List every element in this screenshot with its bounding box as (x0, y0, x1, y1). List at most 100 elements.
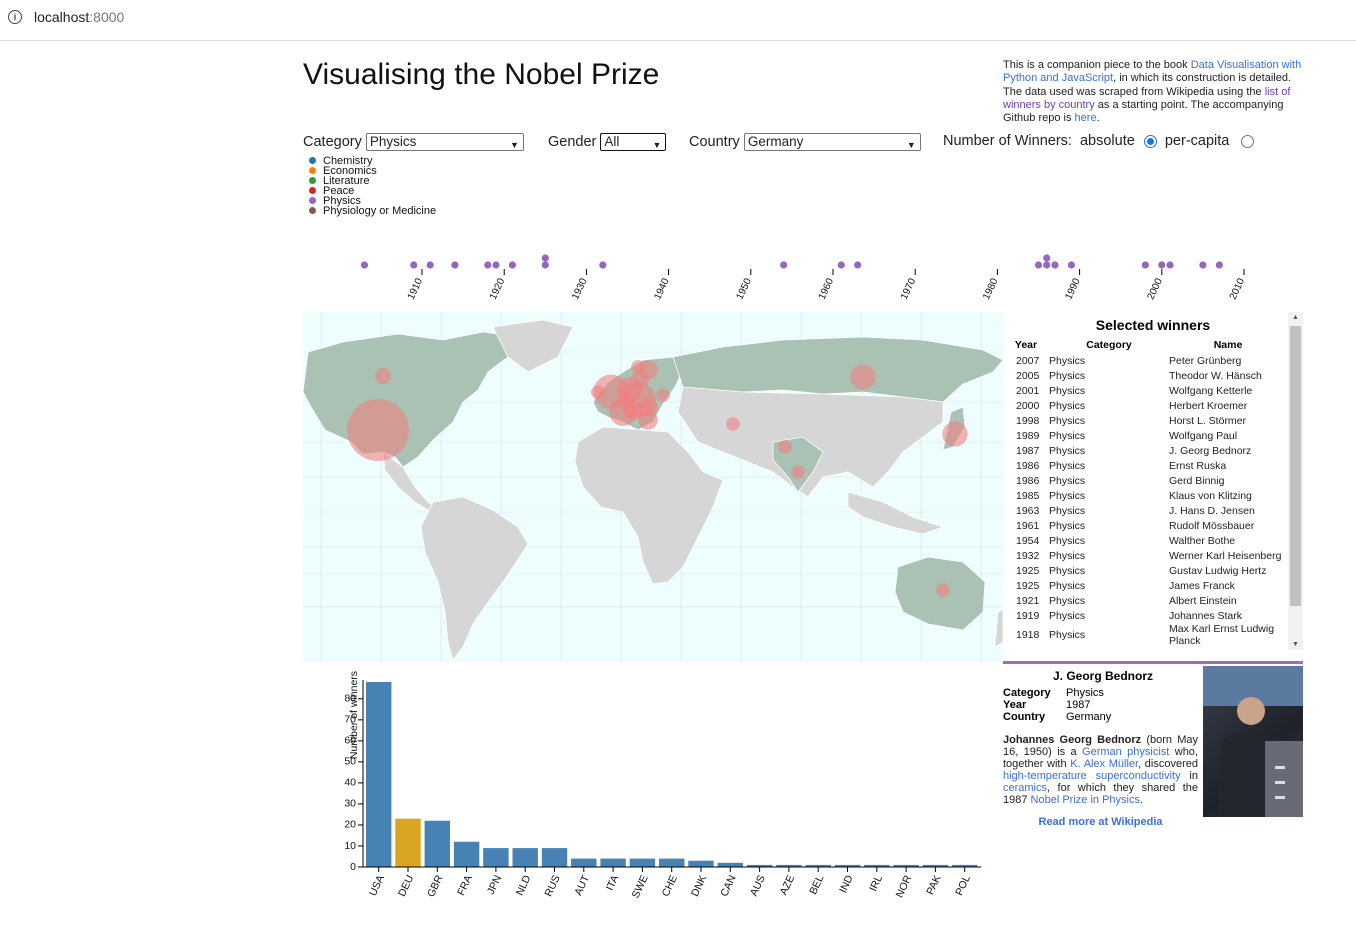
bar[interactable] (424, 820, 450, 867)
timeline-point[interactable] (1034, 261, 1043, 269)
table-row[interactable]: 2001 Physics Wolfgang Ketterle (1003, 383, 1287, 398)
table-row[interactable]: 1987 Physics J. Georg Bednorz (1003, 443, 1287, 458)
table-row[interactable]: 1925 Physics James Franck (1003, 578, 1287, 593)
bar[interactable] (659, 858, 685, 867)
country-bubble[interactable] (778, 440, 792, 454)
timeline-point[interactable] (1051, 261, 1059, 269)
timeline-point[interactable] (451, 261, 459, 269)
bar[interactable] (688, 860, 714, 867)
timeline-point[interactable] (360, 261, 369, 269)
bar[interactable] (541, 848, 568, 867)
bio-link[interactable]: K. Alex Müller (1070, 758, 1139, 770)
winners-list-link[interactable]: list of winners by country (1003, 85, 1291, 111)
percapita-radio[interactable] (1241, 134, 1255, 148)
country-bubble[interactable] (638, 410, 658, 430)
bar[interactable] (805, 864, 831, 867)
timeline-point[interactable] (780, 261, 788, 269)
bio-link[interactable]: Nobel Prize in Physics (1030, 794, 1140, 806)
timeline-point[interactable] (1141, 261, 1149, 269)
table-row[interactable]: 1989 Physics Wolfgang Paul (1003, 428, 1287, 443)
bio-link[interactable]: German physicist (1082, 746, 1170, 758)
absolute-radio[interactable] (1143, 134, 1157, 148)
timeline-point[interactable] (1067, 261, 1075, 269)
bar[interactable] (864, 864, 890, 867)
table-row[interactable]: 2005 Physics Theodor W. Hänsch (1003, 368, 1287, 383)
bio-link[interactable]: high-temperature superconductivity (1003, 770, 1181, 782)
timeline-point[interactable] (541, 261, 549, 269)
country-bubble[interactable] (936, 583, 950, 597)
gender-select[interactable]: All ▼ (600, 133, 667, 151)
bar[interactable] (483, 848, 509, 867)
timeline-point[interactable] (1166, 261, 1174, 269)
bar[interactable] (629, 858, 656, 867)
timeline-point[interactable] (854, 261, 862, 269)
bar[interactable] (834, 864, 861, 867)
country-bubble[interactable] (631, 371, 649, 389)
country-bubble[interactable] (850, 364, 876, 390)
column-header[interactable]: Category (1086, 339, 1132, 351)
bar[interactable] (512, 848, 538, 867)
scrollbar-thumb[interactable] (1290, 326, 1301, 606)
address-bar[interactable]: i localhost:8000 (0, 0, 1356, 41)
column-header[interactable]: Year (1014, 339, 1038, 351)
country-bubble[interactable] (942, 421, 968, 447)
bar[interactable] (366, 682, 392, 867)
timeline-point[interactable] (410, 261, 418, 269)
table-row[interactable]: 1963 Physics J. Hans D. Jensen (1003, 503, 1287, 518)
timeline-point[interactable] (599, 261, 607, 269)
scroll-up-icon[interactable]: ▲ (1292, 314, 1299, 321)
timeline-point[interactable] (492, 261, 500, 269)
table-row[interactable]: 1985 Physics Klaus von Klitzing (1003, 488, 1287, 503)
country-bubble[interactable] (656, 388, 670, 402)
winners-scrollbar[interactable]: ▲ ▼ (1288, 312, 1303, 650)
timeline-point[interactable] (508, 261, 517, 269)
github-link[interactable]: here (1074, 112, 1097, 125)
table-row[interactable]: 1954 Physics Walther Bothe (1003, 533, 1287, 548)
timeline-point[interactable] (1043, 261, 1051, 269)
table-row[interactable]: 2007 Physics Peter Grünberg (1003, 353, 1287, 368)
category-select[interactable]: Physics ▼ (365, 133, 524, 151)
country-bubble[interactable] (791, 465, 805, 479)
country-bubble[interactable] (591, 385, 605, 399)
table-row[interactable]: 1998 Physics Horst L. Störmer (1003, 413, 1287, 428)
country-bubble[interactable] (623, 400, 643, 420)
country-bubble[interactable] (347, 399, 409, 461)
country-bubble[interactable] (619, 390, 633, 404)
country-bubble[interactable] (631, 360, 645, 374)
table-row[interactable]: 1925 Physics Gustav Ludwig Hertz (1003, 563, 1287, 578)
table-row[interactable]: 1961 Physics Rudolf Mössbauer (1003, 518, 1287, 533)
bar[interactable] (746, 864, 773, 867)
table-row[interactable]: 1932 Physics Werner Karl Heisenberg (1003, 548, 1287, 563)
scroll-down-icon[interactable]: ▼ (1292, 641, 1299, 648)
timeline-point[interactable] (1199, 261, 1207, 269)
bar[interactable] (571, 858, 597, 867)
info-icon[interactable]: i (8, 10, 22, 24)
bar[interactable] (453, 841, 480, 867)
timeline-point[interactable] (426, 261, 434, 269)
country-bubble[interactable] (726, 417, 740, 431)
timeline-point[interactable] (484, 261, 492, 269)
table-row[interactable]: 2000 Physics Herbert Kroemer (1003, 398, 1287, 413)
table-row[interactable]: 1986 Physics Ernst Ruska (1003, 458, 1287, 473)
bar[interactable] (952, 864, 978, 867)
column-header[interactable]: Name (1213, 339, 1243, 351)
table-row[interactable]: 1986 Physics Gerd Binnig (1003, 473, 1287, 488)
timeline-point[interactable] (1158, 261, 1166, 269)
bio-link[interactable]: ceramics (1003, 782, 1048, 794)
bar[interactable] (600, 858, 626, 867)
url-text[interactable]: localhost:8000 (34, 9, 125, 25)
bar[interactable] (922, 864, 949, 867)
read-more-link[interactable]: Read more at Wikipedia (1038, 816, 1163, 828)
bar[interactable] (893, 864, 919, 867)
country-bubble[interactable] (374, 367, 392, 385)
timeline-point[interactable] (1215, 261, 1223, 269)
timeline-point[interactable] (541, 254, 549, 262)
table-row[interactable]: 1919 Physics Johannes Stark (1003, 608, 1287, 623)
table-row[interactable]: 1918 Physics Max Karl Ernst Ludwig Planck (1003, 623, 1287, 647)
table-row[interactable]: 1921 Physics Albert Einstein (1003, 593, 1287, 608)
bar[interactable] (717, 862, 743, 867)
bar[interactable] (395, 818, 421, 867)
country-select[interactable]: Germany ▼ (743, 133, 921, 151)
timeline-point[interactable] (837, 261, 845, 269)
timeline-point[interactable] (1043, 254, 1051, 262)
